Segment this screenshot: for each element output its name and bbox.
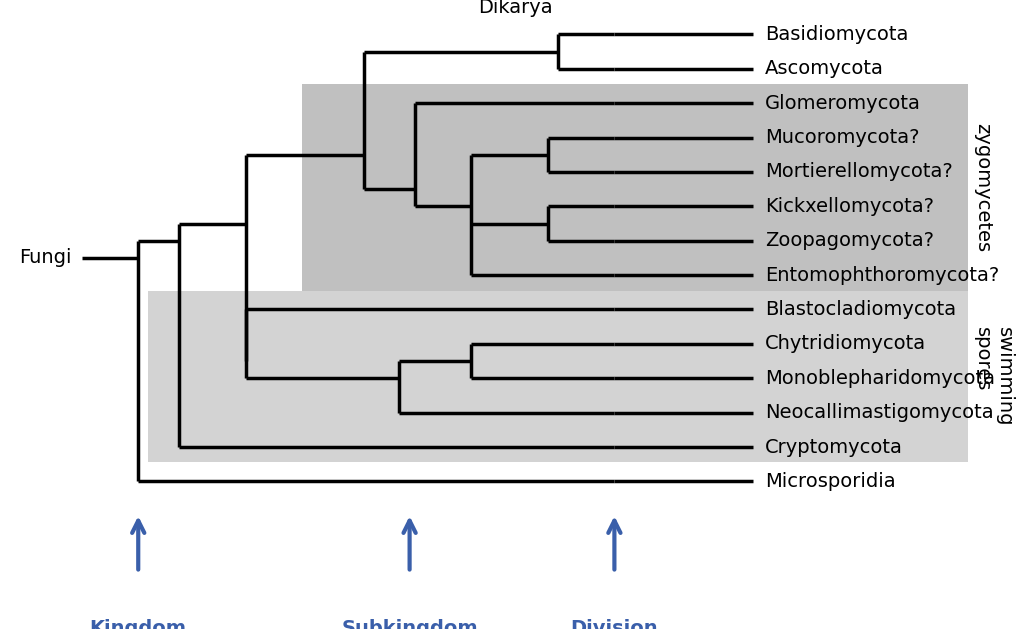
Text: Ascomycota: Ascomycota bbox=[765, 59, 884, 78]
Text: Blastocladiomycota: Blastocladiomycota bbox=[765, 300, 956, 319]
Text: Neocallimastigomycota: Neocallimastigomycota bbox=[765, 403, 993, 422]
Text: Microsporidia: Microsporidia bbox=[765, 472, 896, 491]
Text: swimming
spores: swimming spores bbox=[973, 327, 1014, 426]
Text: Mucoromycota?: Mucoromycota? bbox=[765, 128, 920, 147]
Text: Entomophthoromycota?: Entomophthoromycota? bbox=[765, 265, 999, 284]
Text: Zoopagomycota?: Zoopagomycota? bbox=[765, 231, 934, 250]
Text: Division: Division bbox=[570, 619, 658, 629]
Text: Fungi: Fungi bbox=[19, 248, 72, 267]
Text: Basidiomycota: Basidiomycota bbox=[765, 25, 908, 44]
Text: Kickxellomycota?: Kickxellomycota? bbox=[765, 197, 934, 216]
Text: zygomycetes: zygomycetes bbox=[973, 123, 992, 252]
Text: Chytridiomycota: Chytridiomycota bbox=[765, 335, 926, 353]
Text: Kingdom: Kingdom bbox=[90, 619, 186, 629]
Text: Cryptomycota: Cryptomycota bbox=[765, 438, 903, 457]
Bar bbox=[302, 84, 968, 291]
Text: Monoblepharidomycota: Monoblepharidomycota bbox=[765, 369, 995, 387]
Text: Subkingdom: Subkingdom bbox=[341, 619, 478, 629]
Text: Glomeromycota: Glomeromycota bbox=[765, 94, 921, 113]
Bar bbox=[148, 291, 968, 462]
Text: Dikarya: Dikarya bbox=[478, 0, 553, 16]
Text: Mortierellomycota?: Mortierellomycota? bbox=[765, 162, 952, 181]
